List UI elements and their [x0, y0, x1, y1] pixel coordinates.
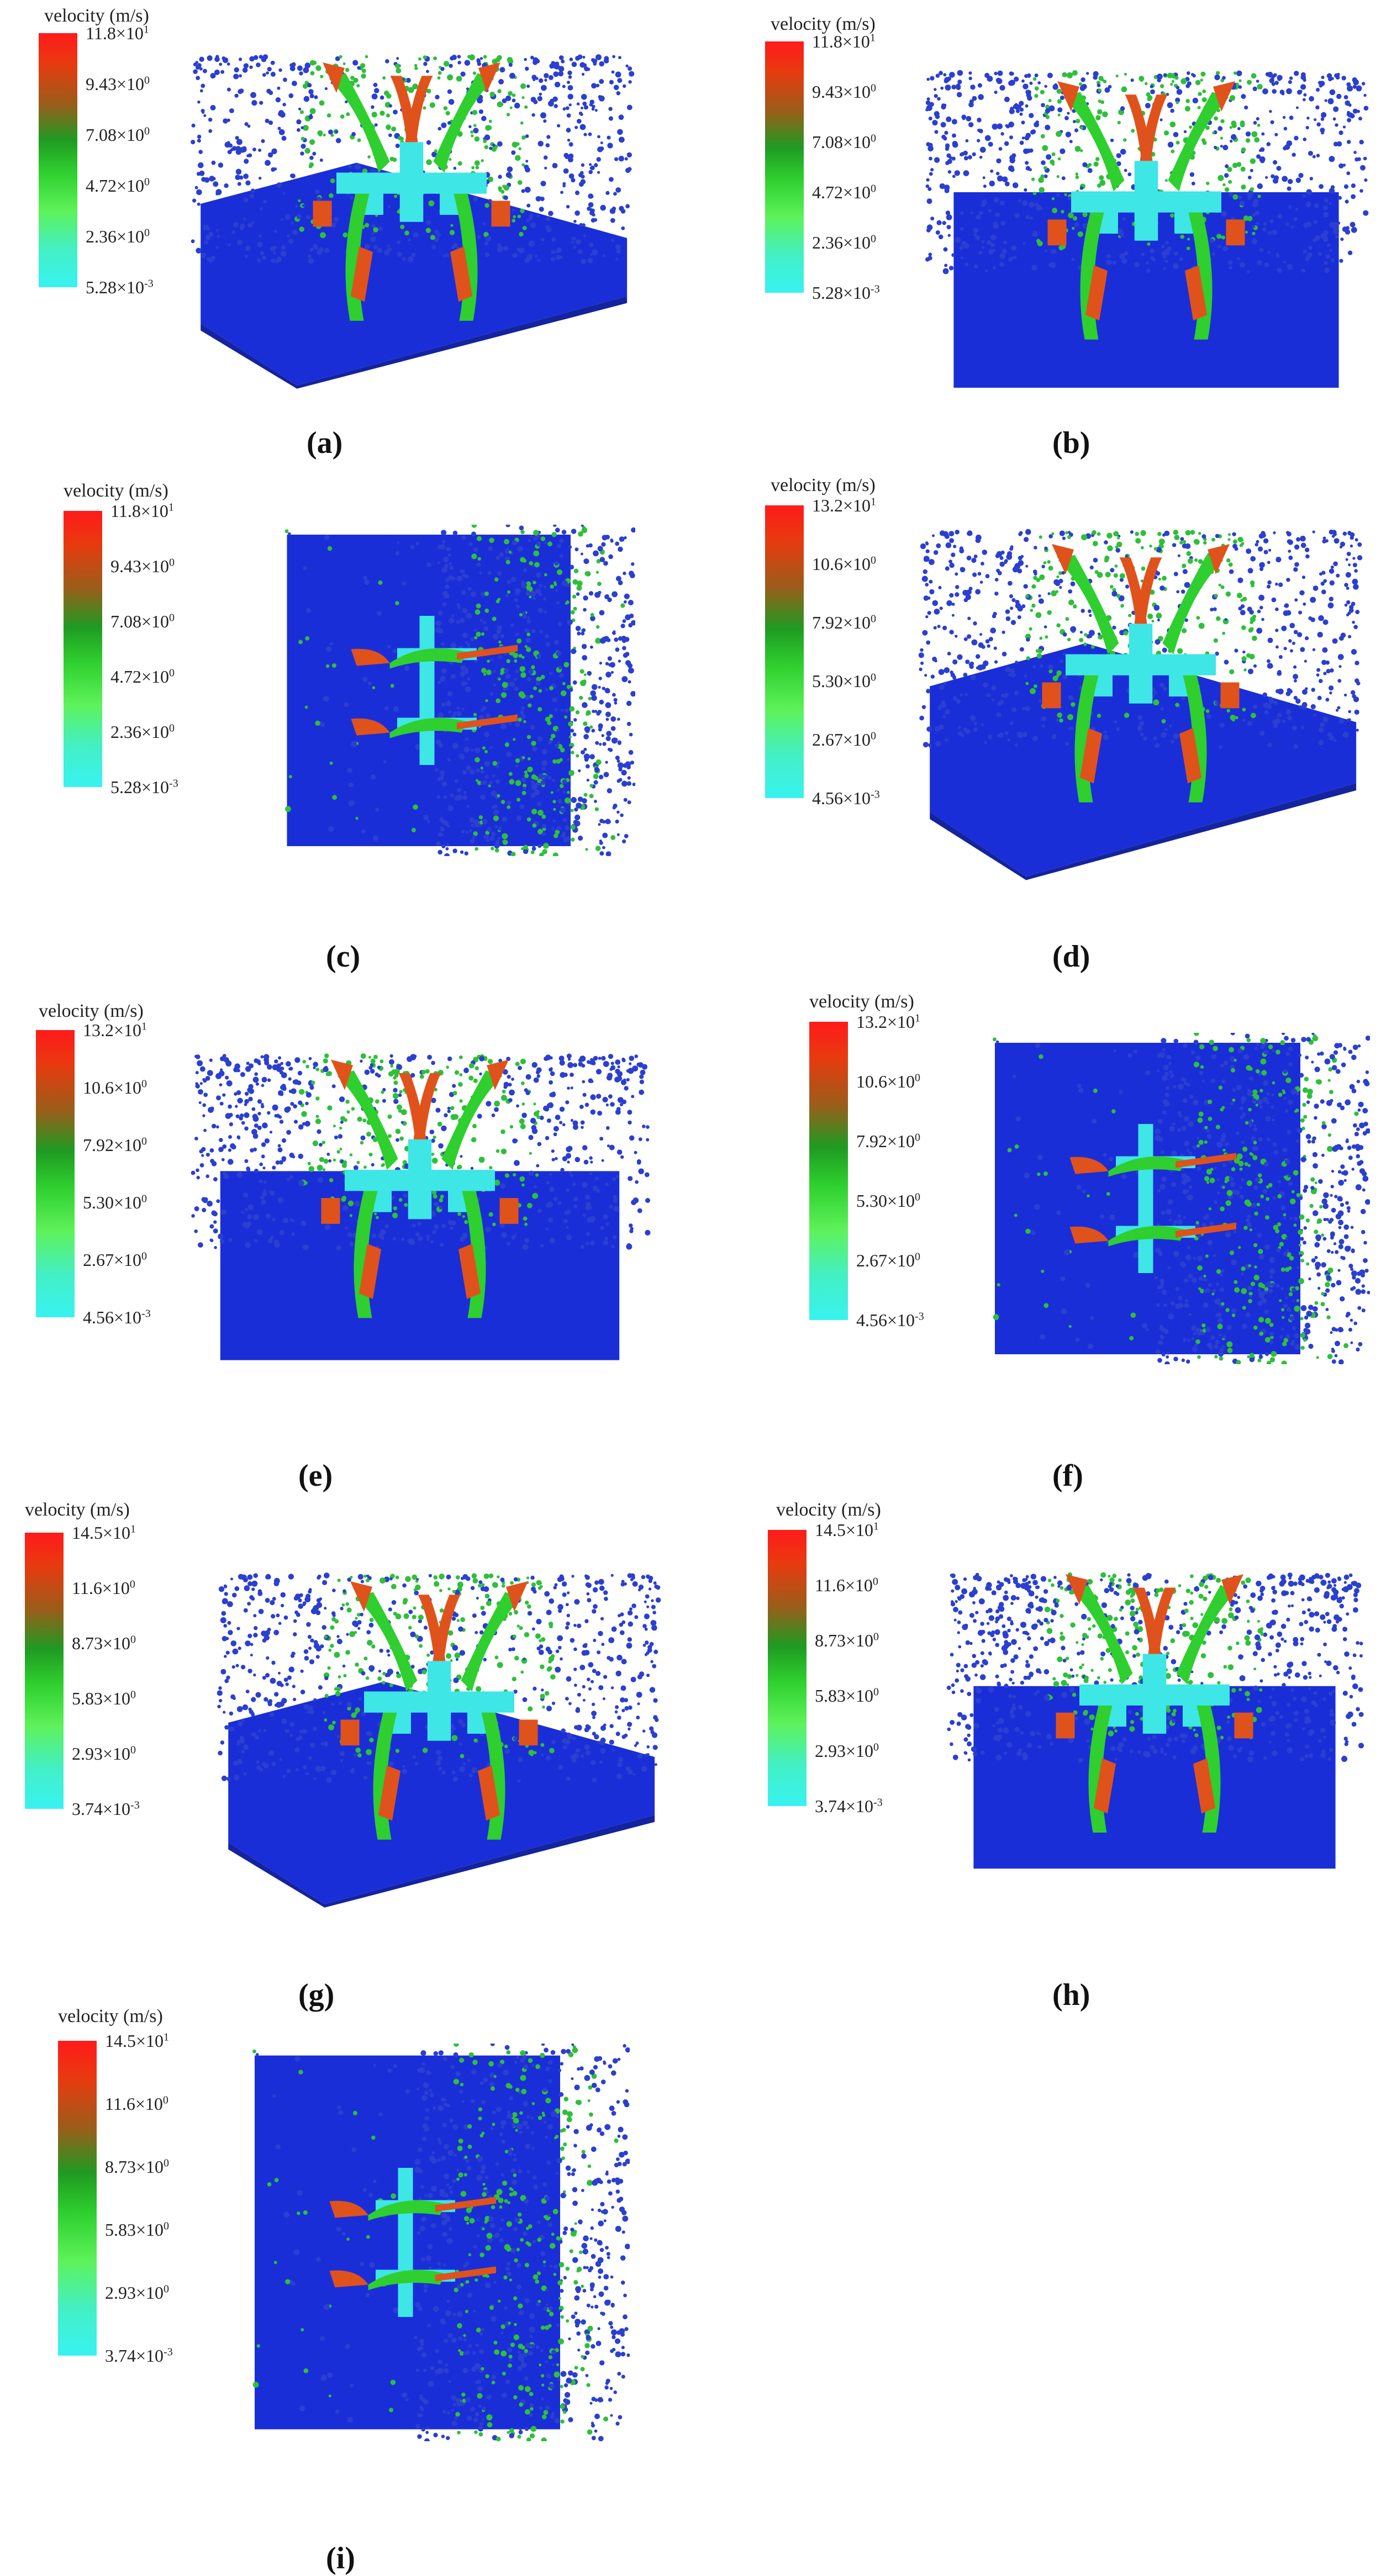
colorbar-tick-label: 14.5×101	[72, 1524, 136, 1542]
colorbar-tick-label: 3.74×10-3	[815, 1797, 883, 1815]
colorbar-tick-label: 2.67×100	[812, 731, 876, 748]
velocity-colorbar	[765, 505, 804, 798]
colorbar-title: velocity (m/s)	[771, 475, 876, 496]
colorbar-tick-label: 13.2×101	[812, 497, 876, 514]
colorbar-tick-label: 7.92×100	[812, 614, 876, 631]
panel-label: (e)	[298, 1458, 333, 1493]
panel-label: (c)	[326, 939, 360, 974]
velocity-field-render	[243, 2044, 630, 2441]
colorbar-tick-label: 3.74×10-3	[72, 1800, 140, 1818]
colorbar-title: velocity (m/s)	[809, 991, 914, 1012]
velocity-field-render	[182, 50, 641, 392]
colorbar-tick-label: 4.72×100	[110, 668, 175, 685]
colorbar-tick-label: 9.43×100	[812, 83, 876, 101]
colorbar-tick-label: 13.2×101	[856, 1013, 920, 1031]
colorbar-tick-label: 14.5×101	[105, 2032, 169, 2050]
velocity-colorbar	[768, 1530, 807, 1806]
panel-label: (b)	[1052, 425, 1090, 461]
colorbar-tick-label: 3.74×10-3	[105, 2347, 173, 2364]
panel-label: (f)	[1052, 1458, 1083, 1493]
panel-label: (d)	[1052, 939, 1090, 974]
velocity-field-render	[276, 525, 635, 856]
velocity-colorbar	[36, 1030, 75, 1317]
colorbar-tick-label: 11.8×101	[110, 502, 174, 520]
velocity-field-render	[939, 1569, 1370, 1878]
colorbar-tick-label: 8.73×100	[815, 1632, 879, 1649]
colorbar-tick-label: 4.72×100	[812, 183, 876, 201]
colorbar-tick-label: 4.72×100	[86, 177, 150, 194]
colorbar-tick-label: 2.67×100	[83, 1251, 147, 1269]
colorbar-tick-label: 7.92×100	[83, 1136, 147, 1154]
panel-label: (g)	[298, 1977, 334, 2013]
colorbar-tick-label: 5.83×100	[72, 1690, 136, 1707]
panel-label: (a)	[307, 425, 342, 461]
colorbar-tick-label: 11.6×100	[105, 2095, 168, 2113]
colorbar-tick-label: 2.93×100	[815, 1742, 879, 1760]
velocity-field-render	[911, 525, 1370, 884]
colorbar-tick-label: 5.83×100	[105, 2221, 169, 2239]
colorbar-tick-label: 13.2×101	[83, 1021, 147, 1039]
colorbar-tick-label: 10.6×100	[856, 1073, 920, 1090]
colorbar-tick-label: 11.6×100	[72, 1579, 135, 1597]
panel-label: (h)	[1052, 1977, 1090, 2013]
colorbar-tick-label: 7.08×100	[110, 613, 175, 630]
colorbar-title: velocity (m/s)	[776, 1500, 881, 1521]
velocity-colorbar	[765, 41, 804, 293]
colorbar-tick-label: 5.30×100	[812, 672, 876, 690]
colorbar-tick-label: 2.36×100	[812, 234, 876, 251]
colorbar-title: velocity (m/s)	[25, 1500, 130, 1521]
colorbar-tick-label: 8.73×100	[105, 2158, 169, 2176]
colorbar-tick-label: 10.6×100	[83, 1079, 147, 1096]
colorbar-tick-label: 2.67×100	[856, 1252, 920, 1269]
velocity-field-render	[917, 66, 1375, 398]
colorbar-tick-label: 7.08×100	[812, 133, 876, 151]
colorbar-tick-label: 5.28×10-3	[86, 278, 154, 296]
colorbar-tick-label: 5.30×100	[856, 1192, 920, 1210]
colorbar-tick-label: 10.6×100	[812, 555, 876, 573]
colorbar-tick-label: 5.28×10-3	[812, 284, 880, 302]
colorbar-tick-label: 7.08×100	[86, 126, 150, 144]
colorbar-tick-label: 11.8×101	[812, 33, 876, 50]
colorbar-tick-label: 5.28×10-3	[110, 778, 178, 796]
colorbar-tick-label: 2.36×100	[110, 723, 175, 741]
colorbar-title: velocity (m/s)	[39, 1001, 144, 1022]
panel-label: (i)	[326, 2541, 355, 2576]
colorbar-tick-label: 14.5×101	[815, 1521, 879, 1539]
colorbar-tick-label: 5.30×100	[83, 1194, 147, 1211]
velocity-colorbar	[25, 1533, 64, 1809]
colorbar-tick-label: 11.6×100	[815, 1576, 878, 1594]
velocity-colorbar	[58, 2041, 97, 2356]
colorbar-tick-label: 2.36×100	[86, 228, 150, 245]
velocity-field-render	[210, 1569, 668, 1911]
colorbar-tick-label: 9.43×100	[110, 557, 175, 575]
colorbar-title: velocity (m/s)	[64, 481, 168, 502]
colorbar-tick-label: 9.43×100	[86, 75, 150, 93]
colorbar-tick-label: 4.56×10-3	[856, 1311, 924, 1329]
velocity-colorbar	[64, 511, 102, 787]
colorbar-tick-label: 8.73×100	[72, 1634, 136, 1652]
colorbar-title: velocity (m/s)	[58, 2006, 163, 2027]
velocity-colorbar	[809, 1022, 848, 1320]
colorbar-tick-label: 2.93×100	[105, 2284, 169, 2301]
colorbar-tick-label: 4.56×10-3	[812, 789, 880, 807]
colorbar-tick-label: 4.56×10-3	[83, 1308, 151, 1326]
colorbar-tick-label: 2.93×100	[72, 1745, 136, 1762]
colorbar-tick-label: 5.83×100	[815, 1687, 879, 1704]
velocity-field-render	[983, 1033, 1370, 1364]
colorbar-tick-label: 7.92×100	[856, 1132, 920, 1150]
colorbar-tick-label: 11.8×101	[86, 24, 149, 42]
velocity-field-render	[182, 1049, 657, 1370]
velocity-colorbar	[39, 33, 77, 287]
